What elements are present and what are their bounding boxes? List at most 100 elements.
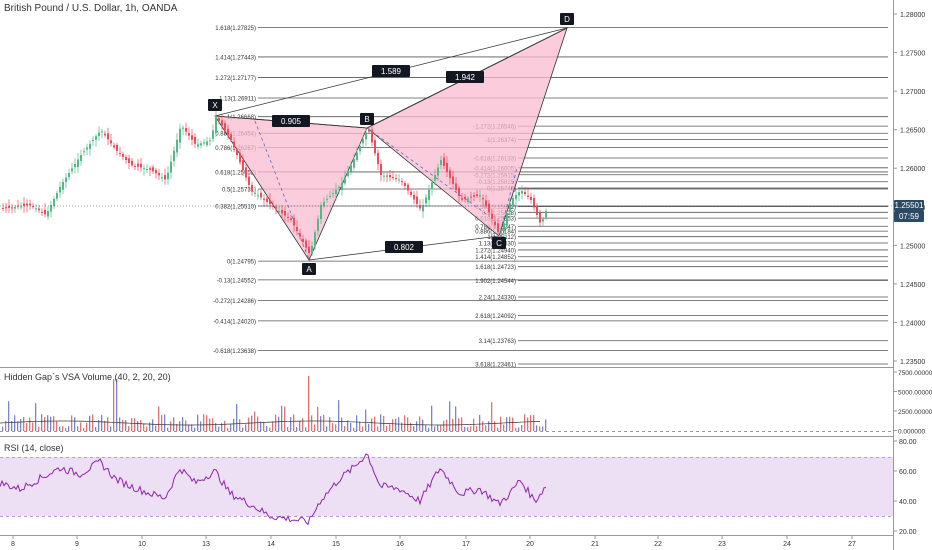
volume-bar: [59, 426, 61, 431]
candle-body: [230, 134, 232, 140]
candle-body: [416, 196, 418, 204]
volume-bar: [281, 405, 283, 431]
volume-bar: [116, 379, 118, 431]
volume-bar: [497, 427, 499, 431]
candle-body: [95, 136, 97, 140]
volume-bar: [500, 416, 502, 431]
candle-body: [290, 218, 292, 220]
volume-bar: [446, 419, 448, 431]
point-a-label-bg: [302, 263, 316, 275]
volume-bar: [176, 423, 178, 431]
volume-bar: [140, 420, 142, 431]
volume-bar: [134, 418, 136, 431]
candle-body: [320, 205, 322, 220]
candle-body: [152, 167, 154, 172]
candle-body: [452, 176, 454, 184]
candle-body: [158, 172, 160, 176]
volume-bar: [17, 421, 19, 431]
volume-bar: [305, 427, 307, 431]
volume-bar: [488, 421, 490, 431]
volume-average: [0, 420, 541, 426]
volume-bar: [392, 419, 394, 431]
rsi-tick-label: 60.00: [899, 469, 917, 476]
point-c-label-bg: [492, 237, 506, 249]
fib-label: 1.272(1.27177): [215, 76, 256, 82]
candle-body: [233, 141, 235, 148]
candle-body: [179, 128, 181, 143]
volume-bar: [434, 426, 436, 431]
candle-body: [38, 208, 40, 211]
fib-label: 1.272(1.24940): [475, 248, 516, 254]
volume-bar: [221, 423, 223, 431]
candlestick-series: [0, 111, 893, 260]
candle-body: [350, 165, 352, 172]
candle-body: [407, 184, 409, 191]
candle-body: [398, 179, 400, 181]
candle-body: [122, 153, 124, 157]
candle-body: [41, 211, 43, 213]
volume-bar: [404, 415, 406, 431]
fib-label: 3.618(1.23461): [475, 363, 516, 369]
fib-label: -0.618(1.23638): [213, 349, 256, 355]
candle-body: [176, 139, 178, 153]
candle-body: [368, 130, 370, 132]
volume-bar: [119, 417, 121, 431]
candle-body: [533, 197, 535, 208]
volume-bar: [329, 417, 331, 431]
price-tick-label: 1.27000: [900, 89, 925, 96]
candle-body: [257, 195, 259, 197]
volume-bar: [314, 424, 316, 431]
pattern-labels[interactable]: X A B C D 0.905 0.802 1.942 1.589: [208, 13, 574, 275]
candle-body: [254, 193, 256, 194]
candle-body: [284, 210, 286, 216]
time-axis[interactable]: 8 9 10 13 14 15 16 17 20 21 22 23 24 27: [11, 535, 856, 548]
volume-bar: [167, 427, 169, 431]
candle-body: [14, 207, 16, 209]
volume-bar: [509, 416, 511, 431]
fib-label: -0.13(1.24552): [217, 278, 256, 284]
candle-body: [470, 196, 472, 198]
volume-bar: [464, 426, 466, 431]
candle-body: [353, 159, 355, 168]
candle-body: [212, 130, 214, 139]
fib-label: 3.14(1.23763): [479, 339, 516, 345]
volume-bar: [308, 376, 310, 431]
candle-body: [56, 193, 58, 199]
ratio-bd-label: 1.942: [455, 73, 476, 82]
candle-body: [89, 143, 91, 149]
candle-body: [239, 153, 241, 163]
candle-body: [515, 195, 517, 200]
candle-body: [275, 207, 277, 209]
candle-body: [251, 184, 253, 191]
volume-bar: [344, 425, 346, 431]
volume-bar: [341, 417, 343, 431]
candle-body: [281, 210, 283, 214]
volume-bar: [485, 425, 487, 431]
candle-body: [374, 140, 376, 154]
fib-label: -0.272(1.24286): [213, 299, 256, 305]
time-tick-label: 16: [396, 541, 404, 548]
countdown-badge: 07:59: [894, 211, 924, 222]
time-tick-label: 9: [75, 541, 79, 548]
candle-body: [500, 232, 502, 234]
candle-body: [113, 145, 115, 148]
volume-bar: [335, 424, 337, 431]
volume-axis[interactable]: 7500.000000 5000.000000 2500.000000 0.00000…: [893, 370, 932, 436]
time-tick-label: 10: [138, 541, 146, 548]
candle-body: [491, 213, 493, 219]
volume-bar: [242, 427, 244, 431]
candle-body: [131, 160, 133, 166]
candle-body: [545, 210, 547, 218]
point-d-label: D: [564, 15, 570, 24]
candle-body: [365, 132, 367, 140]
rsi-axis[interactable]: 80.00 60.00 40.00 20.00: [893, 439, 917, 536]
candle-body: [2, 207, 4, 209]
ratio-ac-label-bg: [385, 241, 423, 253]
volume-bar: [251, 415, 253, 431]
candle-body: [311, 245, 313, 254]
fib-label: 0.618(1.25952): [215, 170, 256, 176]
volume-bar: [230, 424, 232, 431]
volume-bar: [473, 418, 475, 431]
candle-body: [338, 187, 340, 189]
